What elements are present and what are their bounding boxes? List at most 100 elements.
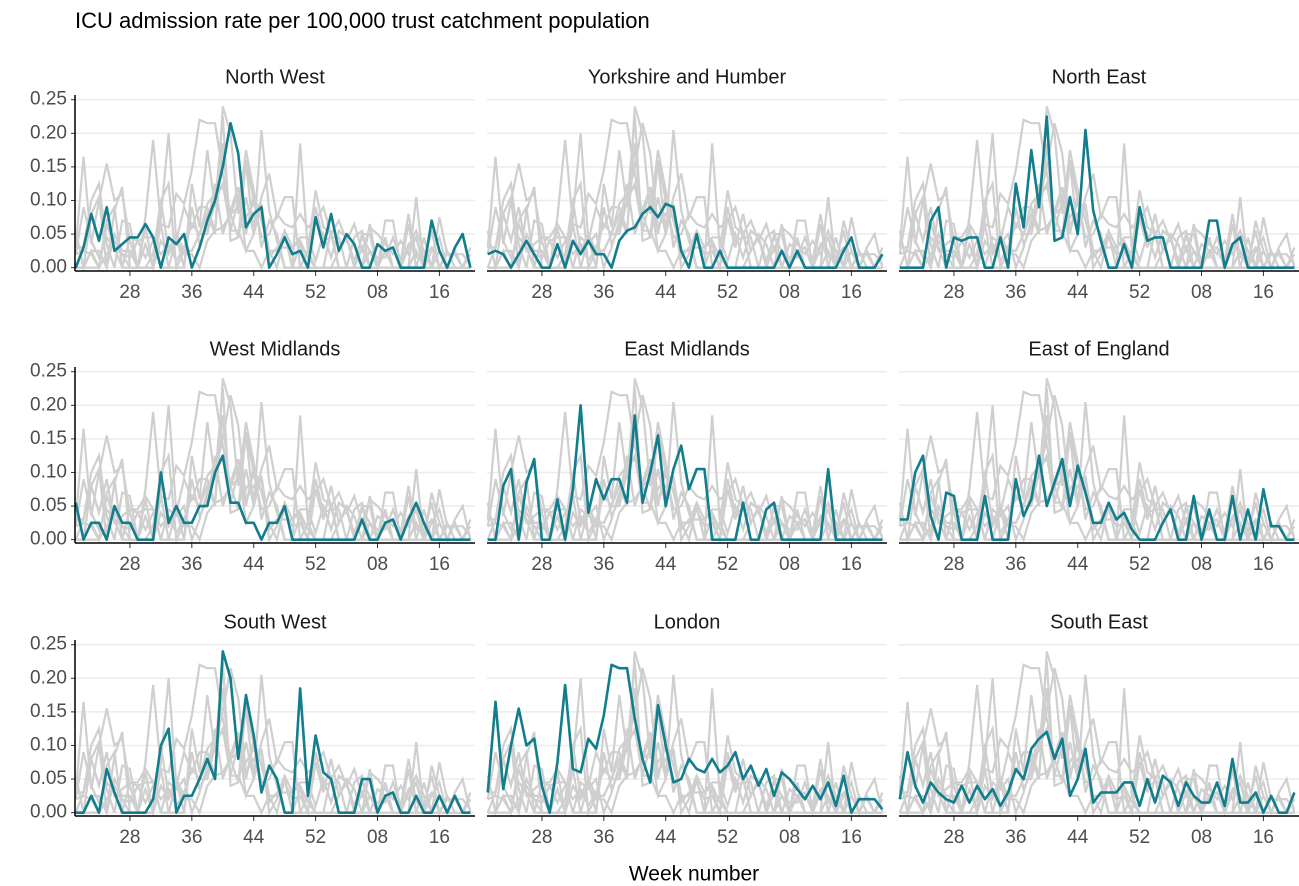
y-tick-label: 0.25: [30, 89, 67, 110]
y-tick-label: 0.05: [30, 768, 67, 789]
x-tick-label: 44: [655, 827, 677, 848]
highlight-line: [899, 454, 1295, 541]
context-line: [74, 185, 472, 271]
panel-title: Yorkshire and Humber: [588, 66, 787, 88]
y-tick-label: 0.10: [30, 734, 67, 755]
x-tick-label: 52: [305, 282, 326, 303]
x-tick-label: 08: [779, 554, 800, 575]
x-tick-label: 28: [943, 554, 964, 575]
y-tick-label: 0.20: [30, 667, 67, 688]
x-tick-label: 08: [779, 282, 800, 303]
x-tick-label: 16: [429, 827, 450, 848]
y-tick-label: 0.10: [30, 189, 67, 210]
x-tick-label: 52: [1129, 554, 1150, 575]
panel-title: East Midlands: [624, 338, 750, 360]
context-line: [74, 118, 472, 271]
chart-title: ICU admission rate per 100,000 trust cat…: [75, 8, 650, 33]
x-tick-label: 44: [1067, 827, 1089, 848]
x-tick-label: 44: [243, 282, 265, 303]
x-tick-label: 08: [1191, 827, 1212, 848]
context-line: [74, 663, 472, 816]
x-tick-label: 28: [943, 282, 964, 303]
x-tick-label: 16: [841, 827, 862, 848]
panel-title: West Midlands: [210, 338, 341, 360]
x-tick-label: 44: [655, 554, 677, 575]
panel-title: East of England: [1028, 338, 1169, 360]
highlight-line: [74, 454, 471, 541]
highlight-line: [487, 403, 883, 541]
highlight-line: [898, 730, 1296, 814]
highlight-line: [899, 115, 1295, 269]
x-tick-label: 28: [531, 554, 552, 575]
x-tick-label: 16: [1253, 282, 1274, 303]
context-line: [74, 730, 472, 816]
panel-title: South East: [1050, 611, 1148, 633]
x-tick-label: 36: [1005, 554, 1026, 575]
context-line: [898, 663, 1296, 816]
panel-title: South West: [223, 611, 326, 633]
x-tick-label: 36: [593, 554, 614, 575]
x-tick-label: 16: [841, 282, 862, 303]
x-tick-label: 44: [243, 554, 265, 575]
highlight-line: [487, 202, 884, 269]
y-tick-label: 0.05: [30, 223, 67, 244]
x-tick-label: 16: [841, 554, 862, 575]
y-tick-label: 0.15: [30, 156, 67, 177]
x-tick-label: 08: [367, 554, 388, 575]
highlight-line: [75, 650, 471, 814]
y-tick-label: 0.25: [30, 361, 67, 382]
x-tick-label: 44: [1067, 554, 1089, 575]
x-tick-label: 36: [181, 827, 202, 848]
x-tick-label: 28: [943, 827, 964, 848]
y-tick-label: 0.00: [30, 257, 67, 278]
panel-title: North West: [225, 66, 325, 88]
x-tick-label: 08: [1191, 282, 1212, 303]
x-tick-label: 52: [305, 554, 326, 575]
x-tick-label: 36: [1005, 827, 1026, 848]
y-tick-label: 0.15: [30, 428, 67, 449]
context-line: [74, 457, 472, 543]
y-tick-label: 0.00: [30, 529, 67, 550]
context-line: [486, 118, 884, 271]
x-tick-label: 36: [593, 827, 614, 848]
context-line: [899, 651, 1295, 817]
x-tick-label: 52: [305, 827, 326, 848]
x-tick-label: 08: [779, 827, 800, 848]
x-tick-label: 08: [367, 282, 388, 303]
x-tick-label: 16: [1253, 554, 1274, 575]
x-tick-label: 16: [429, 282, 450, 303]
x-tick-label: 16: [429, 554, 450, 575]
x-tick-label: 52: [1129, 827, 1150, 848]
x-tick-label: 28: [119, 554, 140, 575]
x-tick-label: 44: [655, 282, 677, 303]
x-tick-label: 44: [1067, 282, 1089, 303]
y-tick-label: 0.00: [30, 802, 67, 823]
x-tick-label: 08: [1191, 554, 1212, 575]
x-tick-label: 36: [593, 282, 614, 303]
x-tick-label: 52: [717, 282, 738, 303]
x-tick-label: 28: [119, 282, 140, 303]
context-line: [486, 185, 884, 271]
highlight-line: [74, 121, 472, 269]
x-tick-label: 52: [717, 554, 738, 575]
x-tick-label: 36: [1005, 282, 1026, 303]
x-tick-label: 36: [181, 282, 202, 303]
x-tick-label: 28: [531, 282, 552, 303]
y-tick-label: 0.15: [30, 701, 67, 722]
x-tick-label: 52: [717, 827, 738, 848]
y-tick-label: 0.05: [30, 495, 67, 516]
y-tick-label: 0.20: [30, 394, 67, 415]
context-line: [898, 457, 1296, 543]
x-axis-title: Week number: [629, 863, 759, 886]
context-line: [898, 185, 1296, 271]
x-tick-label: 28: [531, 827, 552, 848]
x-tick-label: 36: [181, 554, 202, 575]
x-tick-label: 08: [367, 827, 388, 848]
x-tick-label: 44: [243, 827, 265, 848]
y-tick-label: 0.20: [30, 122, 67, 143]
highlight-line: [486, 663, 884, 814]
panel-title: North East: [1052, 66, 1147, 88]
x-tick-label: 16: [1253, 827, 1274, 848]
x-tick-label: 52: [1129, 282, 1150, 303]
